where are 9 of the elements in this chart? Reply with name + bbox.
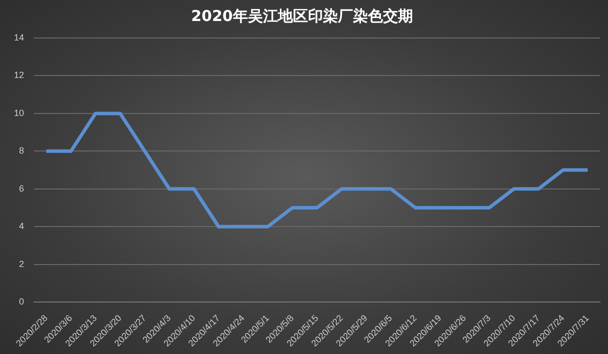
- y-tick-label: 2: [18, 258, 24, 269]
- y-tick-label: 0: [18, 296, 24, 307]
- y-tick-label: 4: [18, 221, 24, 232]
- chart-title: 2020年吴江地区印染厂染色交期: [191, 6, 413, 25]
- y-tick-label: 10: [14, 108, 24, 118]
- y-tick-label: 6: [18, 183, 24, 194]
- y-tick-label: 14: [14, 32, 24, 42]
- y-tick-label: 12: [14, 70, 24, 80]
- y-tick-label: 8: [18, 146, 24, 156]
